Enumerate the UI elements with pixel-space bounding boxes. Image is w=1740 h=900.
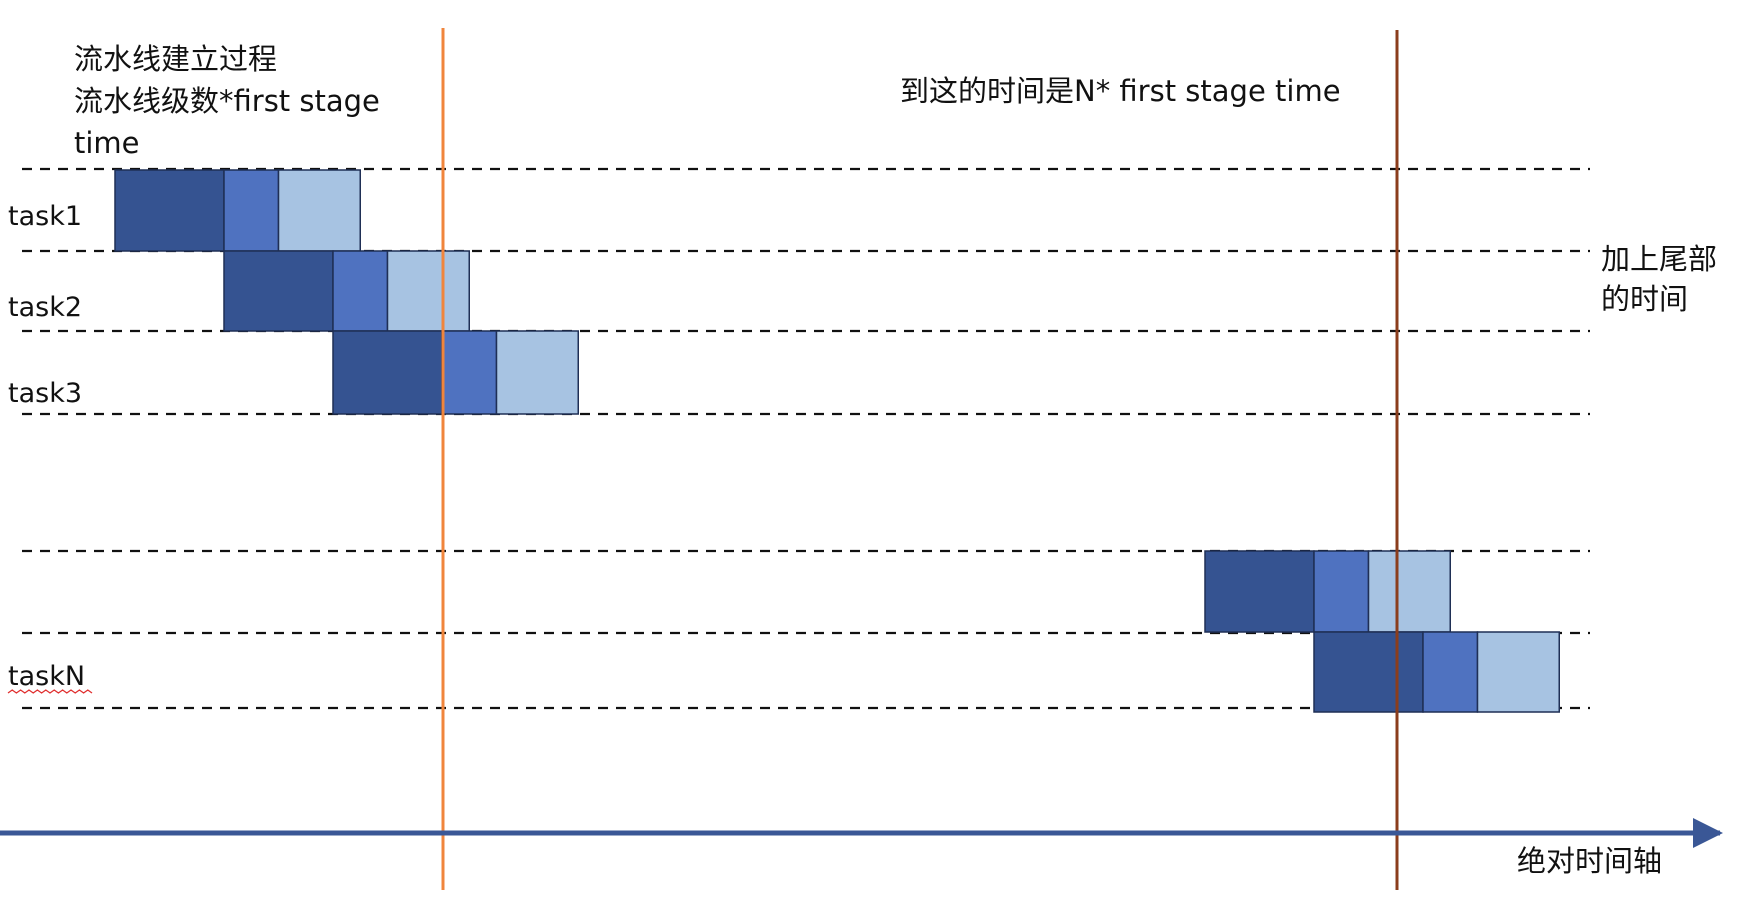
- pipeline-setup-formula: 流水线级数*first stage: [74, 84, 380, 118]
- stage-block-2: [1313, 550, 1370, 633]
- task-label: task3: [8, 378, 82, 409]
- stage-block-1: [1204, 550, 1315, 633]
- checkpoint-annotation: 到这的时间是N* first stage time: [900, 74, 1341, 108]
- stage-block-3: [277, 169, 361, 252]
- task-label: taskN: [8, 661, 85, 692]
- stage-block-3: [1476, 631, 1560, 713]
- stage-block-2: [441, 330, 498, 415]
- pipeline-setup-formula-continued: time: [74, 126, 140, 160]
- stage-block-1: [223, 250, 334, 332]
- time-axis-label: 绝对时间轴: [1517, 844, 1662, 878]
- stage-blocks: [114, 169, 1560, 713]
- stage-block-1: [1313, 631, 1424, 713]
- pipeline-setup-title: 流水线建立过程: [74, 42, 277, 76]
- tail-time-annotation: 加上尾部: [1601, 242, 1717, 276]
- task-label: task1: [8, 201, 82, 232]
- stage-block-2: [1422, 631, 1479, 713]
- tail-time-annotation-continued: 的时间: [1601, 282, 1688, 316]
- stage-block-3: [386, 250, 470, 332]
- stage-block-1: [114, 169, 225, 252]
- stage-block-3: [1367, 550, 1451, 633]
- task-labels: task1 task2 task3 taskN: [7, 201, 93, 694]
- spellcheck-underline: [7, 689, 93, 694]
- stage-block-2: [223, 169, 280, 252]
- stage-block-2: [332, 250, 389, 332]
- stage-block-3: [495, 330, 579, 415]
- stage-block-1: [332, 330, 443, 415]
- task-label: task2: [8, 292, 82, 323]
